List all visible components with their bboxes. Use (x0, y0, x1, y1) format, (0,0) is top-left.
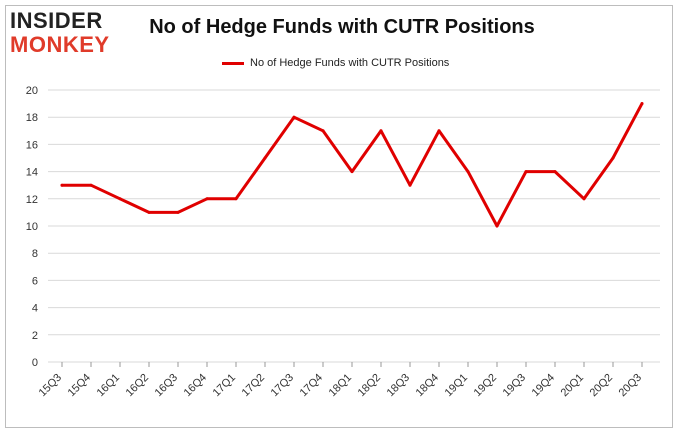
chart-frame (5, 5, 673, 428)
x-tick-label-17Q4: 17Q4 (298, 372, 326, 400)
y-tick-label-0: 0 (32, 357, 38, 369)
data-point-16Q3 (176, 210, 180, 214)
data-point-20Q3 (640, 102, 644, 106)
chart-legend: No of Hedge Funds with CUTR Positions (222, 55, 449, 71)
data-point-19Q4 (553, 170, 557, 174)
data-point-16Q1 (118, 197, 122, 201)
x-tick-label-18Q2: 18Q2 (356, 372, 384, 400)
data-point-17Q2 (263, 156, 267, 160)
y-tick-label-6: 6 (32, 275, 38, 287)
data-point-16Q4 (205, 197, 209, 201)
y-tick-label-14: 14 (26, 167, 38, 179)
y-tick-label-8: 8 (32, 248, 38, 260)
data-point-15Q3 (60, 183, 64, 187)
chart-title: No of Hedge Funds with CUTR Positions (149, 16, 535, 38)
x-tick-label-16Q3: 16Q3 (153, 372, 181, 400)
x-tick-label-15Q4: 15Q4 (66, 372, 94, 400)
x-tick-label-19Q4: 19Q4 (530, 372, 558, 400)
x-tick-label-18Q4: 18Q4 (414, 372, 442, 400)
x-tick-label-20Q3: 20Q3 (617, 372, 645, 400)
data-point-17Q3 (292, 115, 296, 119)
data-point-18Q3 (408, 183, 412, 187)
data-point-15Q4 (89, 183, 93, 187)
x-tick-label-18Q3: 18Q3 (385, 372, 413, 400)
data-point-16Q2 (147, 210, 151, 214)
x-tick-label-17Q2: 17Q2 (240, 372, 268, 400)
x-tick-label-17Q3: 17Q3 (269, 372, 297, 400)
data-point-18Q4 (437, 129, 441, 133)
data-point-19Q3 (524, 170, 528, 174)
logo-line-2: MONKEY (10, 32, 110, 57)
x-tick-label-17Q1: 17Q1 (211, 372, 239, 400)
data-point-19Q1 (466, 170, 470, 174)
x-tick-label-16Q4: 16Q4 (182, 372, 210, 400)
x-tick-label-19Q2: 19Q2 (472, 372, 500, 400)
y-tick-label-2: 2 (32, 330, 38, 342)
x-tick-label-16Q1: 16Q1 (95, 372, 123, 400)
x-tick-label-16Q2: 16Q2 (124, 372, 152, 400)
data-point-20Q2 (611, 156, 615, 160)
x-tick-label-20Q1: 20Q1 (559, 372, 587, 400)
x-tick-label-19Q3: 19Q3 (501, 372, 529, 400)
legend-swatch (222, 61, 244, 65)
series-line-0 (60, 102, 644, 228)
x-tick-label-20Q2: 20Q2 (588, 372, 616, 400)
y-tick-label-18: 18 (26, 112, 38, 124)
data-point-18Q1 (350, 170, 354, 174)
x-tick-label-18Q1: 18Q1 (327, 372, 355, 400)
x-tick-label-15Q3: 15Q3 (37, 372, 65, 400)
y-tick-label-12: 12 (26, 194, 38, 206)
data-point-20Q1 (582, 197, 586, 201)
data-point-17Q1 (234, 197, 238, 201)
data-point-17Q4 (321, 129, 325, 133)
data-point-19Q2 (495, 224, 499, 228)
y-tick-label-20: 20 (26, 85, 38, 97)
legend-label: No of Hedge Funds with CUTR Positions (250, 57, 450, 69)
y-tick-label-4: 4 (32, 303, 38, 315)
x-tick-label-19Q1: 19Q1 (443, 372, 471, 400)
insider-monkey-logo: INSIDER MONKEY (10, 8, 128, 58)
y-tick-label-16: 16 (26, 139, 38, 151)
y-tick-label-10: 10 (26, 221, 38, 233)
logo-line-1: INSIDER (10, 8, 103, 33)
data-point-18Q2 (379, 129, 383, 133)
